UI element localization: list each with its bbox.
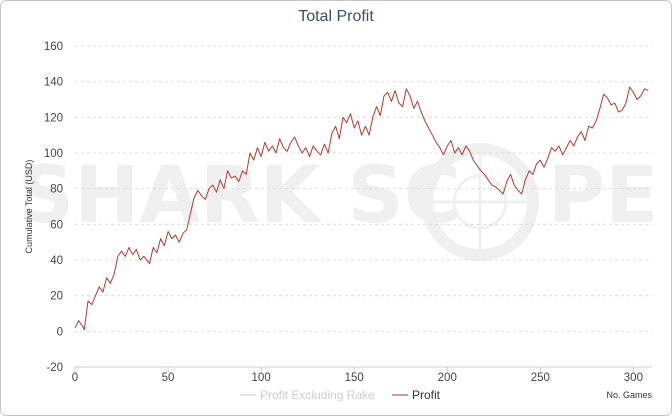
- y-axis-ticks: -20 0 20 40 60 80 100 120 140 160: [44, 41, 63, 374]
- legend-item-profit-excluding-rake[interactable]: Profit Excluding Rake: [240, 388, 375, 402]
- x-tick-label: 300: [624, 372, 643, 384]
- y-tick-label: 100: [44, 148, 63, 160]
- x-tick-label: 250: [531, 372, 550, 384]
- x-tick-label: 100: [252, 372, 271, 384]
- y-tick-label: 160: [44, 41, 63, 53]
- y-tick-label: 140: [44, 77, 63, 89]
- y-tick-label: -20: [46, 362, 63, 374]
- x-tick-label: 0: [72, 372, 78, 384]
- watermark-text-right: PE: [548, 151, 658, 241]
- series-lines: [74, 86, 649, 331]
- y-tick-label: 0: [57, 326, 63, 338]
- y-tick-label: 120: [44, 112, 63, 124]
- x-axis-ticks: 0 50 100 150 200 250 300: [72, 367, 643, 384]
- x-tick-label: 200: [438, 372, 457, 384]
- legend-label: Profit Excluding Rake: [260, 388, 375, 402]
- grid-lines: [75, 45, 652, 332]
- y-tick-label: 80: [50, 184, 63, 196]
- chart-title: Total Profit: [298, 8, 374, 25]
- y-tick-label: 20: [50, 291, 63, 303]
- series-line-profit: [74, 86, 649, 331]
- x-axis-label: No. Games: [606, 390, 652, 400]
- x-tick-label: 50: [162, 372, 175, 384]
- legend-item-profit[interactable]: Profit: [392, 388, 441, 402]
- legend-label: Profit: [412, 388, 441, 402]
- sharkscope-watermark: SHARK SC PE: [18, 143, 658, 261]
- y-tick-label: 40: [50, 255, 63, 267]
- y-axis-label: Cumulative Total (USD): [24, 160, 34, 254]
- watermark-scope-ring: [421, 143, 539, 261]
- legend[interactable]: Profit Excluding Rake Profit: [240, 388, 441, 402]
- y-tick-label: 60: [50, 219, 63, 231]
- watermark-text-left: SHARK SC: [18, 151, 461, 241]
- x-tick-label: 150: [345, 372, 364, 384]
